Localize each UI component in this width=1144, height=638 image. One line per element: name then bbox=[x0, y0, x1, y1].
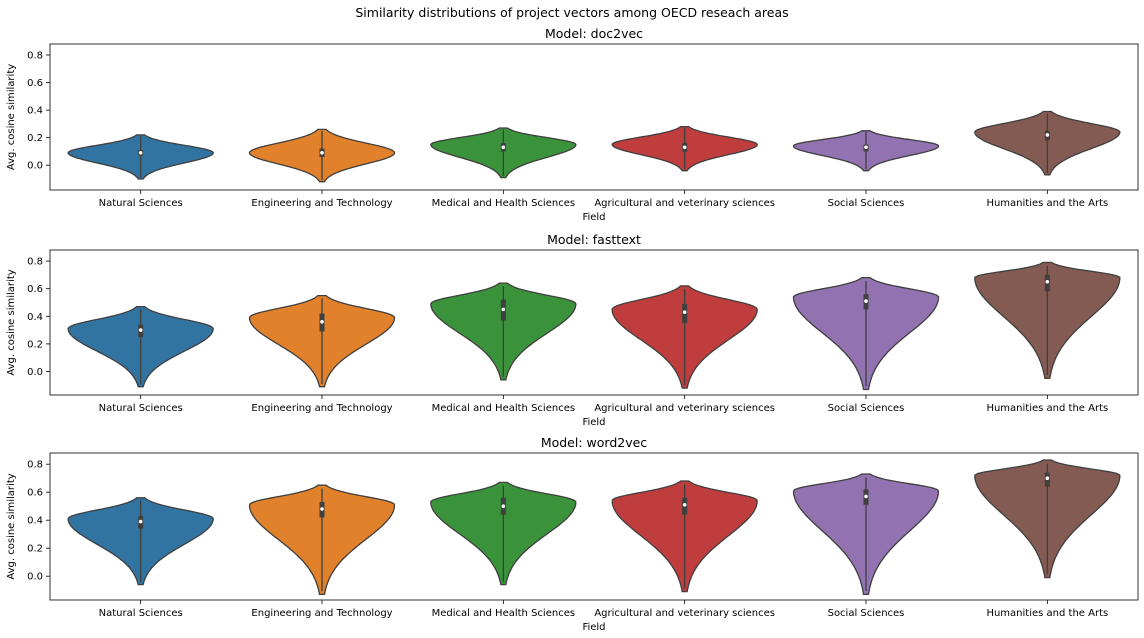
x-tick-label: Medical and Health Sciences bbox=[432, 608, 575, 619]
x-tick-label: Social Sciences bbox=[828, 403, 905, 414]
y-tick-label: 0.8 bbox=[27, 460, 43, 471]
x-tick-label: Agricultural and veterinary sciences bbox=[594, 198, 775, 209]
y-tick-label: 0.0 bbox=[27, 572, 43, 583]
y-axis-label: Avg. cosine similarity bbox=[6, 64, 17, 170]
violin-median bbox=[1045, 476, 1050, 481]
x-tick-label: Engineering and Technology bbox=[251, 198, 392, 209]
violin-median bbox=[682, 503, 687, 507]
violin-median bbox=[501, 145, 506, 150]
violin-median bbox=[1045, 279, 1050, 284]
x-tick-label: Social Sciences bbox=[828, 198, 905, 209]
figure-title: Similarity distributions of project vect… bbox=[355, 5, 789, 20]
x-tick-label: Natural Sciences bbox=[99, 198, 183, 209]
violin-median bbox=[501, 504, 506, 509]
subplot-2: Model: fasttext 0.0 0.2 0.4 0.6 0.8 Avg. cosin… bbox=[6, 232, 1139, 428]
x-tick-label: Engineering and Technology bbox=[251, 403, 392, 414]
x-tick-label: Medical and Health Sciences bbox=[432, 198, 575, 209]
x-tick-label: Natural Sciences bbox=[99, 608, 183, 619]
subplot-3: Model: word2vec 0.0 0.2 0.4 0.6 0.8 Avg. cosin… bbox=[6, 435, 1139, 633]
violin-median bbox=[320, 151, 324, 155]
violin-median bbox=[138, 151, 143, 155]
y-tick-label: 0.0 bbox=[27, 367, 43, 378]
y-tick-label: 0.4 bbox=[27, 516, 43, 527]
plot-frame bbox=[49, 43, 1139, 191]
subplot-title: Model: word2vec bbox=[541, 435, 647, 450]
y-tick-label: 0.4 bbox=[27, 312, 43, 323]
subplot-1: Model: doc2vec 0.0 0.2 0.4 0.6 0.8 Avg. cosine… bbox=[6, 26, 1139, 223]
violin-median bbox=[138, 519, 143, 524]
y-tick-label: 0.2 bbox=[27, 339, 43, 350]
x-tick-label: Humanities and the Arts bbox=[986, 198, 1108, 209]
subplot-title: Model: fasttext bbox=[547, 232, 641, 247]
violin-median bbox=[682, 310, 687, 314]
y-tick-label: 0.8 bbox=[27, 257, 43, 268]
violin-median bbox=[1045, 133, 1050, 137]
y-tick-label: 0.6 bbox=[27, 284, 43, 295]
x-tick-label: Agricultural and veterinary sciences bbox=[594, 403, 775, 414]
violin-median bbox=[864, 145, 868, 150]
y-axis-label: Avg. cosine similarity bbox=[6, 269, 17, 375]
y-tick-label: 0.6 bbox=[27, 78, 43, 89]
y-tick-label: 0.4 bbox=[27, 106, 43, 117]
violin-median bbox=[864, 299, 868, 303]
violin-median bbox=[682, 145, 687, 150]
y-axis-label: Avg. cosine similarity bbox=[6, 473, 17, 579]
x-axis-label: Field bbox=[582, 622, 605, 633]
y-tick-label: 0.8 bbox=[27, 51, 43, 62]
subplot-title: Model: doc2vec bbox=[545, 26, 643, 41]
x-tick-label: Agricultural and veterinary sciences bbox=[594, 608, 775, 619]
plot-frame bbox=[49, 249, 1139, 396]
violin-median bbox=[320, 320, 324, 324]
violin-median bbox=[864, 494, 868, 499]
x-tick-label: Social Sciences bbox=[828, 608, 905, 619]
plot-frame bbox=[49, 452, 1139, 601]
violin-median bbox=[501, 307, 506, 312]
x-tick-label: Medical and Health Sciences bbox=[432, 403, 575, 414]
violin-median bbox=[138, 328, 143, 332]
x-tick-label: Humanities and the Arts bbox=[986, 608, 1108, 619]
y-tick-label: 0.0 bbox=[27, 161, 43, 172]
y-tick-label: 0.2 bbox=[27, 544, 43, 555]
y-tick-label: 0.2 bbox=[27, 133, 43, 144]
x-tick-label: Humanities and the Arts bbox=[986, 403, 1108, 414]
x-axis-label: Field bbox=[582, 212, 605, 223]
x-tick-label: Engineering and Technology bbox=[251, 608, 392, 619]
violin-median bbox=[320, 507, 324, 511]
x-axis-label: Field bbox=[582, 417, 605, 428]
x-tick-label: Natural Sciences bbox=[99, 403, 183, 414]
y-tick-label: 0.6 bbox=[27, 488, 43, 499]
